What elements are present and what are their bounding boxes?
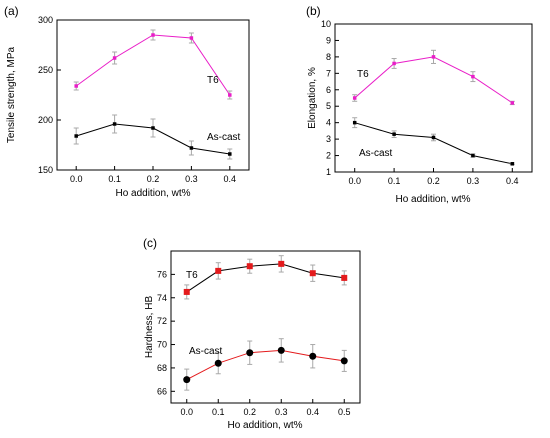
data-point <box>341 274 348 281</box>
data-point <box>151 33 155 37</box>
x-axis-label: Ho addition, wt% <box>227 420 302 431</box>
y-tick-label: 2 <box>326 151 331 161</box>
x-tick-label: 0.5 <box>338 407 351 417</box>
series-label: T6 <box>186 270 198 281</box>
y-tick-label: 70 <box>157 340 167 350</box>
x-axis-label: Ho addition, wt% <box>115 188 190 199</box>
data-point <box>340 357 348 365</box>
data-point <box>215 267 222 274</box>
data-point <box>228 152 232 156</box>
y-tick-label: 66 <box>157 386 167 396</box>
y-tick-label: 200 <box>38 115 53 125</box>
y-tick-label: 1 <box>326 167 331 177</box>
data-point <box>183 376 191 384</box>
x-tick-label: 0.0 <box>180 407 193 417</box>
y-axis-label: Tensile strength, MPa <box>6 46 17 143</box>
plot-frame <box>56 19 250 171</box>
y-tick-label: 300 <box>38 15 53 25</box>
data-point <box>510 101 515 105</box>
data-point <box>246 349 254 357</box>
data-point <box>246 263 253 270</box>
y-tick-label: 150 <box>38 165 53 175</box>
data-point <box>471 74 475 79</box>
y-tick-label: 9 <box>326 35 331 45</box>
series-label: T6 <box>207 75 219 86</box>
panel-label: (a) <box>4 4 19 18</box>
data-point <box>309 270 316 277</box>
data-point <box>151 126 155 130</box>
plot-frame <box>170 250 361 404</box>
y-tick-label: 68 <box>157 363 167 373</box>
y-tick-label: 4 <box>326 118 331 128</box>
data-point <box>392 132 396 136</box>
x-tick-label: 0.4 <box>224 174 237 184</box>
x-tick-label: 0.4 <box>506 176 519 186</box>
data-point <box>214 359 222 367</box>
y-tick-label: 8 <box>326 52 331 62</box>
panel-label: (c) <box>143 236 157 250</box>
x-tick-label: 0.2 <box>427 176 440 186</box>
series-label: As-cast <box>207 132 241 143</box>
y-tick-label: 72 <box>157 316 167 326</box>
data-point <box>431 55 436 59</box>
data-point <box>189 146 194 150</box>
data-point <box>510 162 515 166</box>
y-tick-label: 10 <box>321 19 331 29</box>
data-point <box>189 36 194 40</box>
y-tick-label: 7 <box>326 68 331 78</box>
data-point <box>392 61 396 66</box>
data-point <box>74 84 78 88</box>
data-point <box>112 56 117 60</box>
y-tick-label: 74 <box>157 293 167 303</box>
x-tick-label: 0.0 <box>70 174 83 184</box>
x-tick-label: 0.4 <box>306 407 319 417</box>
x-axis-label: Ho addition, wt% <box>395 194 470 205</box>
x-tick-label: 0.2 <box>147 174 160 184</box>
series-line <box>186 349 345 381</box>
series-label: As-cast <box>359 148 393 159</box>
x-tick-label: 0.2 <box>243 407 256 417</box>
y-tick-label: 250 <box>38 65 53 75</box>
y-tick-label: 76 <box>157 269 167 279</box>
y-axis-label: Hardness, HB <box>144 296 155 359</box>
data-point <box>228 93 232 97</box>
y-tick-label: 3 <box>326 134 331 144</box>
data-point <box>183 288 190 295</box>
y-tick-label: 5 <box>326 101 331 111</box>
y-axis-label: Elongation, % <box>307 67 318 129</box>
panel-label: (b) <box>306 4 321 18</box>
x-tick-label: 0.3 <box>185 174 198 184</box>
data-point <box>278 260 285 267</box>
data-point <box>352 96 357 100</box>
data-point <box>309 352 317 360</box>
x-tick-label: 0.1 <box>212 407 225 417</box>
x-tick-label: 0.1 <box>388 176 401 186</box>
data-point <box>112 122 117 126</box>
y-tick-label: 6 <box>326 85 331 95</box>
data-point <box>74 134 78 138</box>
x-tick-label: 0.1 <box>108 174 121 184</box>
series-line <box>75 34 231 96</box>
data-point <box>471 153 475 158</box>
x-tick-label: 0.3 <box>467 176 480 186</box>
data-point <box>352 120 357 125</box>
series-label: T6 <box>357 69 369 80</box>
series-label: As-cast <box>189 346 223 357</box>
x-tick-label: 0.3 <box>275 407 288 417</box>
series-line <box>186 263 345 293</box>
data-point <box>277 346 285 354</box>
x-tick-label: 0.0 <box>348 176 361 186</box>
data-point <box>431 135 436 140</box>
